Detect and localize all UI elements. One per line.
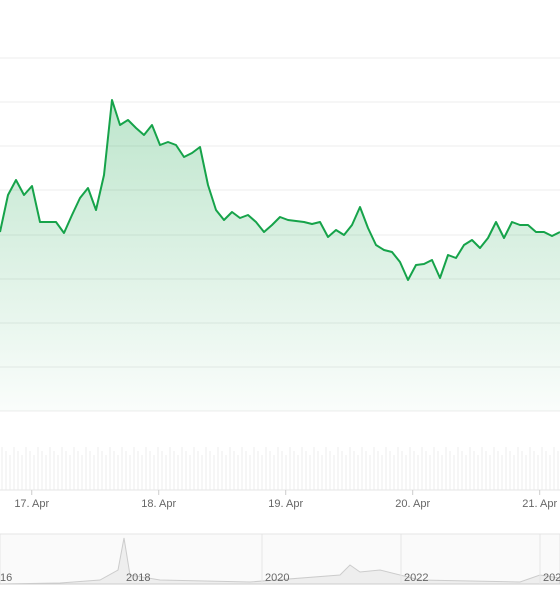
navigator-label: 2020 <box>265 572 289 584</box>
navigator-label: 16 <box>0 572 12 584</box>
x-tick-label: 19. Apr <box>268 498 303 510</box>
area-fill <box>0 100 560 411</box>
price-line <box>0 99 560 281</box>
x-tick-label: 17. Apr <box>14 498 49 510</box>
navigator-series <box>0 537 560 585</box>
navigator-label: 2018 <box>126 572 150 584</box>
x-tick-label: 21. Apr <box>522 498 557 510</box>
x-tick-label: 18. Apr <box>141 498 176 510</box>
navigator[interactable] <box>0 533 560 585</box>
x-tick-label: 20. Apr <box>395 498 430 510</box>
navigator-label: 2022 <box>404 572 428 584</box>
volume-strip <box>1 447 559 490</box>
navigator-label: 202 <box>543 572 560 584</box>
